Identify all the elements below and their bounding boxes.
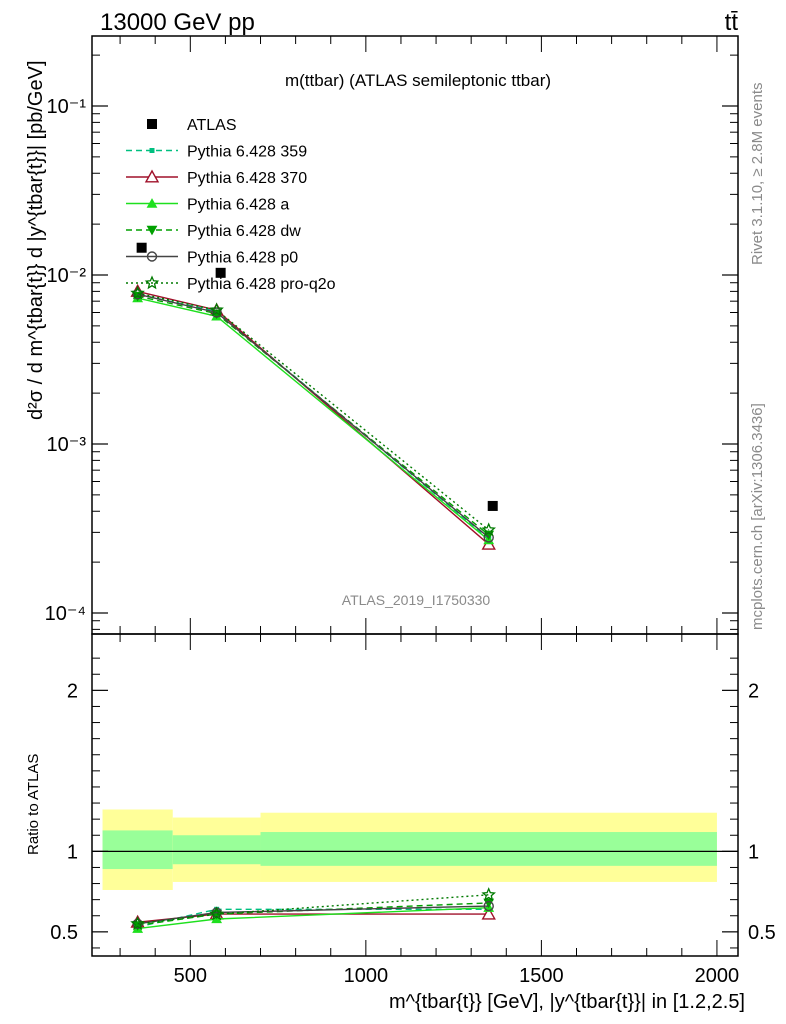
ratio-y-tick-label-right: 2 bbox=[748, 680, 759, 702]
legend: ATLAS Pythia 6.428 359 Pythia 6.428 370 Pyt… bbox=[126, 117, 336, 293]
main-x-ticks bbox=[119, 36, 718, 634]
ratio-point-pq2o bbox=[130, 916, 145, 931]
x-tick-label: 2000 bbox=[695, 965, 740, 987]
mcplots-reference-label: mcplots.cern.ch [arXiv:1306.3436] bbox=[749, 403, 766, 630]
x-axis-label: m^{tbar{t}} [GeV], |y^{tbar{t}}| in [1.2… bbox=[389, 991, 745, 1013]
legend-label-atlas: ATLAS bbox=[187, 117, 237, 134]
header-right-label: tt̄ bbox=[725, 9, 739, 36]
ratio-point-pp0 bbox=[483, 900, 494, 912]
y-tick-label: 10⁻³ bbox=[47, 434, 87, 456]
uncertainty-band-inner bbox=[102, 830, 173, 870]
ratio-plot-content bbox=[92, 809, 738, 933]
rivet-version-label: Rivet 3.1.10, ≥ 2.8M events bbox=[749, 83, 766, 266]
legend-label-p370: Pythia 6.428 370 bbox=[187, 170, 307, 187]
x-tick-label: 1000 bbox=[344, 965, 389, 987]
main-plot-content bbox=[130, 242, 498, 550]
main-y-axis-label: d²σ / d m^{tbar{t}} d |y^{tbar{t}}| [pb/… bbox=[25, 60, 47, 420]
legend-label-p359: Pythia 6.428 359 bbox=[187, 144, 307, 161]
series-point-pq2o bbox=[130, 285, 145, 300]
legend-label-pdw: Pythia 6.428 dw bbox=[187, 223, 301, 240]
legend-label-pq2o: Pythia 6.428 pro-q2o bbox=[187, 276, 336, 293]
ratio-point-pq2o bbox=[209, 906, 224, 921]
x-tick-label: 500 bbox=[174, 965, 207, 987]
ratio-y-tick-label-right: 0.5 bbox=[748, 922, 776, 944]
legend-label-pa: Pythia 6.428 a bbox=[187, 197, 289, 214]
series-point-pp0 bbox=[132, 288, 143, 300]
data-point-atlas bbox=[136, 242, 147, 253]
main-y-axis: 10⁻¹ 10⁻² 10⁻³ 10⁻⁴ bbox=[45, 54, 738, 630]
ratio-point-p370 bbox=[481, 906, 496, 920]
header-left-label: 13000 GeV pp bbox=[100, 9, 255, 36]
ratio-y-tick-label: 0.5 bbox=[50, 922, 78, 944]
legend-marker-p359 bbox=[149, 148, 155, 153]
ratio-point-pdw bbox=[483, 898, 495, 909]
main-panel: 10⁻¹ 10⁻² 10⁻³ 10⁻⁴ m(ttbar) (ATLAS semilep… bbox=[25, 35, 739, 635]
ratio-line-pdw bbox=[137, 902, 489, 927]
series-line-pq2o bbox=[137, 292, 490, 531]
y-tick-label: 10⁻⁴ bbox=[45, 603, 86, 625]
ratio-panel: 0.5 0.5 1 1 2 2 500 1000 1500 2000 Ratio to ATLAS… bbox=[25, 633, 776, 1013]
y-tick-label: 10⁻² bbox=[47, 265, 87, 287]
legend-marker-pq2o bbox=[144, 275, 160, 290]
series-line-p370 bbox=[137, 290, 490, 545]
series-point-pq2o bbox=[481, 522, 497, 537]
ratio-y-tick-label-right: 1 bbox=[748, 841, 759, 863]
x-tick-label: 1500 bbox=[519, 965, 564, 987]
series-line-pa bbox=[137, 297, 490, 541]
series-point-pq2o bbox=[209, 302, 224, 317]
uncertainty-band-inner bbox=[260, 832, 717, 866]
legend-label-pp0: Pythia 6.428 p0 bbox=[187, 250, 298, 267]
ratio-line-pq2o bbox=[137, 894, 489, 925]
ratio-axes: 0.5 0.5 1 1 2 2 500 1000 1500 2000 bbox=[50, 634, 776, 987]
analysis-watermark: ATLAS_2019_I1750330 bbox=[342, 592, 491, 608]
data-point-atlas bbox=[215, 267, 226, 278]
ratio-point-pq2o bbox=[481, 887, 496, 902]
ratio-y-tick-label: 1 bbox=[67, 841, 78, 863]
series-line-p359 bbox=[137, 293, 490, 540]
legend-marker-pdw bbox=[146, 225, 158, 236]
chart-title: m(ttbar) (ATLAS semileptonic ttbar) bbox=[285, 71, 551, 90]
legend-marker-p370 bbox=[144, 169, 160, 183]
series-point-pp0 bbox=[211, 307, 222, 318]
ratio-panel-frame bbox=[91, 633, 739, 957]
uncertainty-band-inner bbox=[172, 835, 261, 865]
ratio-y-axis-label: Ratio to ATLAS bbox=[25, 754, 42, 855]
data-point-atlas bbox=[487, 500, 498, 511]
legend-marker-pp0 bbox=[146, 251, 158, 262]
series-line-pp0 bbox=[137, 293, 490, 538]
y-tick-label: 10⁻¹ bbox=[47, 96, 87, 118]
legend-marker-atlas bbox=[147, 119, 157, 129]
ratio-y-tick-label: 2 bbox=[67, 680, 78, 702]
legend-marker-pa bbox=[146, 198, 158, 208]
